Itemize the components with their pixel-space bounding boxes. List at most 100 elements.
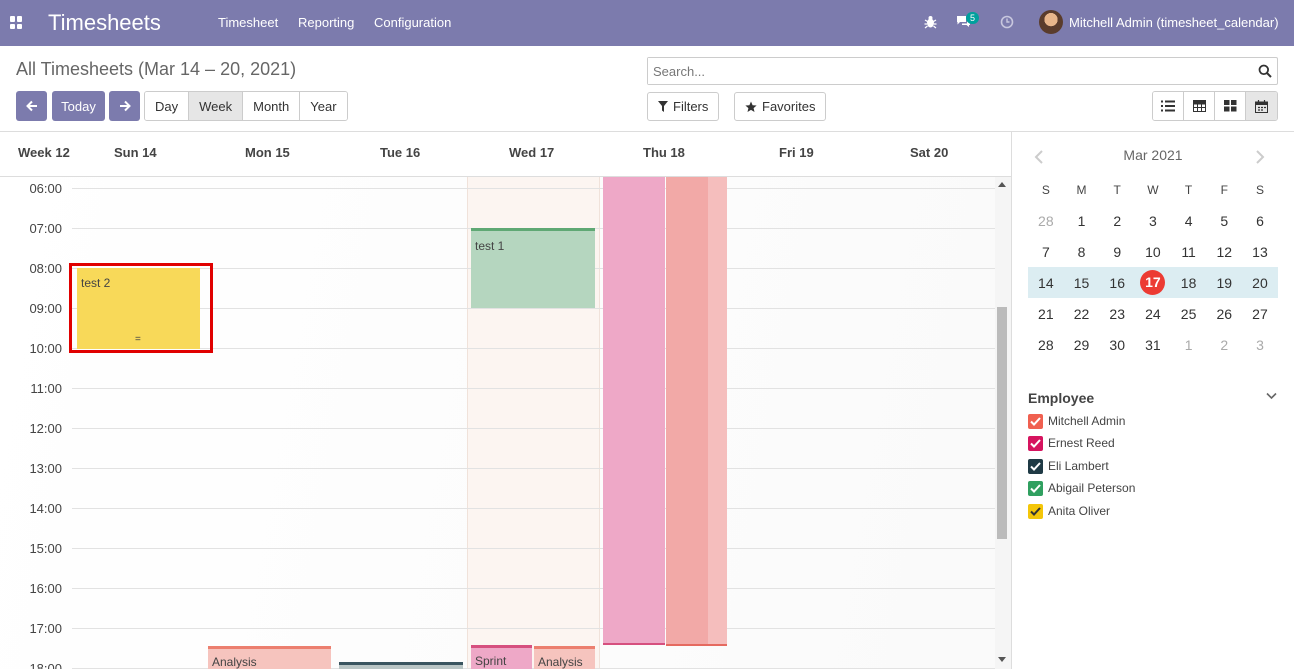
- mini-calendar-day[interactable]: 4: [1184, 212, 1193, 229]
- mini-calendar-day[interactable]: 21: [1038, 305, 1054, 322]
- calendar-event[interactable]: [666, 177, 727, 646]
- mini-calendar-day[interactable]: 12: [1216, 243, 1233, 260]
- bug-icon[interactable]: [924, 15, 937, 29]
- mini-calendar-day[interactable]: 14: [1038, 274, 1054, 291]
- calendar-event[interactable]: [603, 177, 665, 645]
- mini-calendar-day[interactable]: 23: [1109, 305, 1125, 322]
- menu-configuration[interactable]: Configuration: [374, 15, 452, 30]
- menu-timesheet[interactable]: Timesheet: [218, 15, 279, 30]
- next-button[interactable]: [109, 91, 140, 121]
- mini-calendar-day[interactable]: 25: [1180, 305, 1197, 322]
- mini-calendar-day[interactable]: 1: [1184, 336, 1193, 353]
- mini-calendar-day[interactable]: 16: [1109, 274, 1125, 291]
- calendar-event[interactable]: [339, 662, 463, 669]
- mini-calendar-day[interactable]: 1: [1077, 212, 1086, 229]
- mini-calendar-day[interactable]: 7: [1041, 243, 1050, 260]
- checkbox-checked-icon[interactable]: [1028, 503, 1043, 519]
- day-header[interactable]: Tue 16: [380, 145, 421, 160]
- event-title: Analysis: [538, 655, 583, 669]
- mini-calendar-day[interactable]: 27: [1252, 305, 1268, 322]
- mini-calendar-prev-icon[interactable]: [1034, 150, 1044, 164]
- event-resize-handle[interactable]: =: [135, 334, 141, 345]
- previous-button[interactable]: [16, 91, 47, 121]
- day-header[interactable]: Sat 20: [910, 145, 949, 160]
- calendar-event-analysis[interactable]: Analysis: [208, 646, 331, 669]
- mini-calendar-day[interactable]: 30: [1109, 336, 1125, 353]
- mini-calendar-day[interactable]: 31: [1145, 336, 1161, 353]
- mini-calendar-day[interactable]: 26: [1216, 305, 1233, 322]
- scale-day-button[interactable]: Day: [145, 92, 190, 120]
- hour-line: [72, 468, 995, 469]
- mini-calendar-day[interactable]: 6: [1256, 212, 1264, 229]
- user-name[interactable]: Mitchell Admin (timesheet_calendar): [1069, 15, 1279, 30]
- checkbox-checked-icon[interactable]: [1028, 435, 1043, 451]
- mini-calendar-day[interactable]: 2: [1113, 212, 1122, 229]
- chevron-down-icon[interactable]: [1266, 392, 1277, 400]
- weekday-label: M: [1076, 182, 1087, 197]
- scale-week-button[interactable]: Week: [189, 92, 244, 120]
- kanban-view-button[interactable]: [1215, 92, 1246, 120]
- day-header[interactable]: Mon 15: [245, 145, 290, 160]
- day-header[interactable]: Sun 14: [114, 145, 157, 160]
- mini-calendar-next-icon[interactable]: [1255, 150, 1265, 164]
- calendar-event-sprint[interactable]: Sprint: [471, 645, 532, 669]
- apps-menu-icon[interactable]: [10, 16, 23, 29]
- scale-month-button[interactable]: Month: [243, 92, 301, 120]
- mini-calendar-day[interactable]: 29: [1073, 336, 1090, 353]
- calendar-event-test-1[interactable]: test 1: [471, 228, 595, 308]
- mini-calendar-day[interactable]: 28: [1038, 212, 1054, 229]
- employee-name: Ernest Reed: [1048, 436, 1115, 450]
- scroll-down-icon[interactable]: [998, 657, 1006, 663]
- scrollbar-thumb[interactable]: [997, 307, 1007, 539]
- favorites-button[interactable]: Favorites: [734, 92, 827, 121]
- user-avatar[interactable]: [1039, 10, 1063, 34]
- employee-filter-item[interactable]: Mitchell Admin: [1028, 413, 1125, 429]
- employee-filter-item[interactable]: Anita Oliver: [1028, 503, 1110, 519]
- mini-calendar-day[interactable]: 18: [1180, 274, 1197, 291]
- selection-highlight-box: [69, 263, 213, 353]
- mini-calendar-day[interactable]: 24: [1145, 305, 1161, 322]
- activity-clock-icon[interactable]: [1000, 15, 1014, 29]
- mini-calendar-today[interactable]: 17: [1135, 270, 1171, 295]
- search-input[interactable]: [648, 58, 1238, 84]
- day-header[interactable]: Wed 17: [509, 145, 555, 160]
- list-view-button[interactable]: [1153, 92, 1184, 120]
- day-header[interactable]: Thu 18: [643, 145, 685, 160]
- mini-calendar-week: 7 8 9 10 11 12 13: [1028, 236, 1278, 267]
- filters-button[interactable]: Filters: [647, 92, 720, 121]
- mini-calendar-day[interactable]: 11: [1181, 243, 1196, 260]
- mini-calendar-day[interactable]: 3: [1256, 336, 1264, 353]
- grid-view-button[interactable]: [1184, 92, 1215, 120]
- scroll-up-icon[interactable]: [998, 181, 1006, 187]
- day-header[interactable]: Fri 19: [779, 145, 814, 160]
- checkbox-checked-icon[interactable]: [1028, 480, 1043, 496]
- calendar-time-grid[interactable]: 06:00 07:00 08:00 09:00 10:00 11:00 12:0…: [0, 177, 995, 669]
- calendar-view-button[interactable]: [1246, 92, 1277, 120]
- employee-filter-title[interactable]: Employee: [1028, 390, 1095, 406]
- checkbox-checked-icon[interactable]: [1028, 413, 1043, 429]
- employee-filter-item[interactable]: Abigail Peterson: [1028, 480, 1135, 496]
- search-icon[interactable]: [1258, 64, 1272, 78]
- mini-calendar-day[interactable]: 19: [1216, 274, 1233, 291]
- mini-calendar-day[interactable]: 10: [1145, 243, 1161, 260]
- mini-calendar-day[interactable]: 20: [1252, 274, 1268, 291]
- today-button[interactable]: Today: [52, 91, 105, 121]
- mini-calendar-day[interactable]: 8: [1077, 243, 1086, 260]
- checkbox-checked-icon[interactable]: [1028, 458, 1043, 474]
- calendar-scrollbar[interactable]: [995, 177, 1011, 669]
- employee-filter-item[interactable]: Ernest Reed: [1028, 435, 1115, 451]
- scale-year-button[interactable]: Year: [300, 92, 347, 120]
- mini-calendar-day[interactable]: 9: [1113, 243, 1122, 260]
- mini-calendar-day[interactable]: 5: [1220, 212, 1229, 229]
- employee-filter-item[interactable]: Eli Lambert: [1028, 458, 1109, 474]
- mini-calendar-day[interactable]: 15: [1073, 274, 1090, 291]
- calendar-event-test-2[interactable]: test 2 =: [77, 268, 200, 349]
- app-title[interactable]: Timesheets: [48, 10, 161, 35]
- mini-calendar-day[interactable]: 22: [1073, 305, 1090, 322]
- mini-calendar-day[interactable]: 28: [1038, 336, 1054, 353]
- menu-reporting[interactable]: Reporting: [298, 15, 355, 30]
- calendar-event-analysis[interactable]: Analysis: [534, 646, 595, 669]
- mini-calendar-day[interactable]: 3: [1149, 212, 1157, 229]
- mini-calendar-day[interactable]: 2: [1220, 336, 1229, 353]
- mini-calendar-day[interactable]: 13: [1252, 243, 1268, 260]
